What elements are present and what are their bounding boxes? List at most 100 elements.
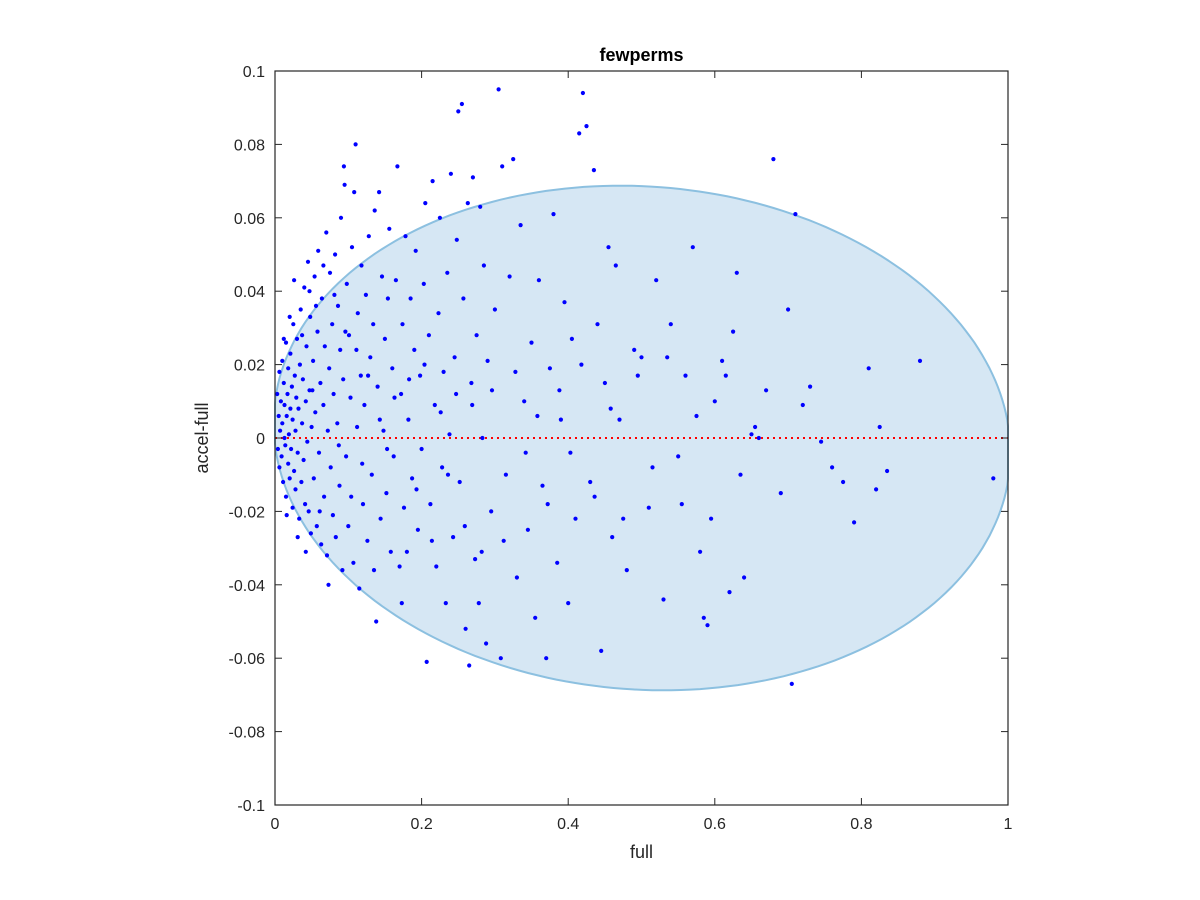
data-point xyxy=(324,230,329,235)
data-point xyxy=(399,601,404,606)
data-point xyxy=(357,586,362,591)
data-point xyxy=(295,450,300,455)
data-point xyxy=(694,413,699,419)
data-point xyxy=(485,358,490,363)
data-point xyxy=(353,142,358,147)
x-tick-label: 0 xyxy=(271,816,280,833)
data-point xyxy=(428,502,433,507)
data-point xyxy=(473,557,478,562)
data-point xyxy=(438,410,443,415)
data-point xyxy=(422,362,427,367)
data-point xyxy=(385,296,390,301)
data-point xyxy=(293,487,298,492)
data-point xyxy=(415,527,420,532)
axis-ticks xyxy=(274,70,1009,806)
data-point xyxy=(377,417,382,422)
data-point xyxy=(841,479,846,485)
data-point xyxy=(333,535,338,540)
data-point xyxy=(287,476,292,481)
data-point xyxy=(352,190,357,195)
data-point xyxy=(579,362,584,367)
x-tick-label: 0.2 xyxy=(410,816,432,833)
data-point xyxy=(289,446,294,452)
data-point xyxy=(374,619,379,624)
data-point xyxy=(500,164,505,169)
data-point xyxy=(311,358,316,363)
data-point xyxy=(470,175,475,180)
data-point xyxy=(284,513,289,518)
data-point xyxy=(555,560,560,565)
data-point xyxy=(313,303,319,308)
data-point xyxy=(280,421,285,426)
data-point xyxy=(307,388,312,393)
data-point xyxy=(479,549,484,554)
data-point xyxy=(360,502,366,507)
data-point xyxy=(624,568,629,573)
data-point xyxy=(327,270,333,275)
data-point xyxy=(321,402,326,408)
data-point xyxy=(335,421,340,426)
data-point xyxy=(514,575,520,580)
data-point xyxy=(819,439,824,444)
x-tick-label: 0.8 xyxy=(850,816,872,833)
data-point xyxy=(621,516,626,521)
data-point xyxy=(403,234,408,239)
data-point xyxy=(399,391,404,397)
data-point xyxy=(276,413,281,419)
data-point xyxy=(349,245,355,250)
data-point xyxy=(336,443,341,448)
data-point xyxy=(459,101,464,107)
data-point xyxy=(297,516,302,521)
data-point xyxy=(358,373,363,378)
data-point xyxy=(385,446,390,452)
y-tick-label: 0.04 xyxy=(234,284,265,301)
data-point xyxy=(324,553,330,558)
data-point xyxy=(429,538,434,543)
data-point xyxy=(284,413,289,419)
data-point xyxy=(281,479,286,485)
data-point xyxy=(523,450,528,455)
data-point xyxy=(413,248,418,253)
data-point xyxy=(698,549,703,554)
data-point xyxy=(335,303,341,308)
data-point xyxy=(610,535,615,540)
data-point xyxy=(753,424,758,430)
data-point xyxy=(599,648,604,654)
data-point xyxy=(316,450,322,455)
data-point xyxy=(404,549,409,554)
data-point xyxy=(588,479,593,485)
data-point xyxy=(665,355,670,360)
data-point xyxy=(391,454,396,459)
y-tick-label: -0.1 xyxy=(237,798,265,815)
data-point xyxy=(654,278,659,283)
data-point xyxy=(341,377,346,382)
y-tick-label: -0.08 xyxy=(229,725,266,742)
x-tick-labels: 0 0.2 0.4 0.6 0.8 1 xyxy=(271,816,1013,833)
data-point xyxy=(452,355,457,360)
data-point xyxy=(566,601,571,606)
data-point xyxy=(275,391,280,397)
data-point xyxy=(298,307,303,312)
data-point xyxy=(557,388,562,393)
data-point xyxy=(584,124,589,129)
data-point xyxy=(432,402,437,408)
data-point xyxy=(448,171,453,176)
data-point xyxy=(379,274,385,279)
data-point xyxy=(749,432,754,437)
data-point xyxy=(547,366,553,371)
data-point xyxy=(434,564,439,569)
data-point xyxy=(332,292,337,297)
data-point xyxy=(440,465,445,470)
data-point xyxy=(303,502,308,507)
data-point xyxy=(917,358,923,363)
data-point xyxy=(368,355,373,360)
data-point xyxy=(492,307,497,312)
data-point xyxy=(545,502,550,507)
data-point xyxy=(283,494,289,499)
data-point xyxy=(283,443,288,448)
data-point xyxy=(348,395,353,400)
data-point xyxy=(300,377,305,382)
data-point xyxy=(457,479,462,485)
data-point xyxy=(344,281,349,286)
data-point xyxy=(381,428,386,433)
